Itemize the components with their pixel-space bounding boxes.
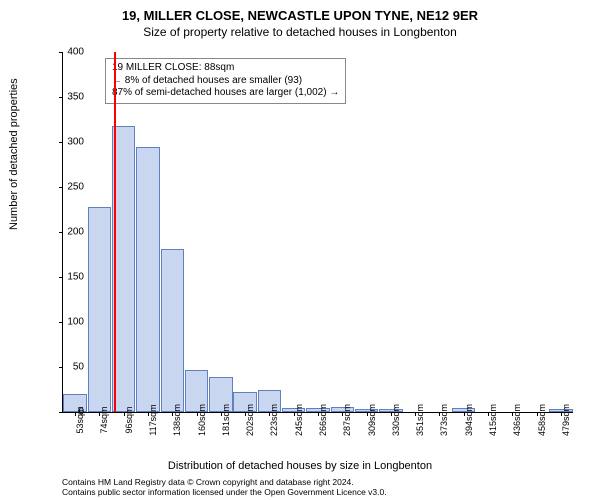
x-tick-label: 373sqm <box>439 404 449 436</box>
x-tick-label: 330sqm <box>391 404 401 436</box>
y-tick-mark <box>59 187 63 188</box>
annotation-line-1: 19 MILLER CLOSE: 88sqm <box>112 62 339 75</box>
y-tick-mark <box>59 367 63 368</box>
x-tick-label: 415sqm <box>488 404 498 436</box>
x-tick-label: 74sqm <box>99 406 109 433</box>
y-tick-label: 100 <box>67 317 84 328</box>
y-tick-mark <box>59 142 63 143</box>
x-tick-label: 309sqm <box>367 404 377 436</box>
x-tick-label: 351sqm <box>415 404 425 436</box>
x-tick-label: 479sqm <box>561 404 571 436</box>
property-marker-line <box>114 52 116 412</box>
y-tick-label: 150 <box>67 272 84 283</box>
x-tick-label: 458sqm <box>537 404 547 436</box>
histogram-bar <box>136 147 159 412</box>
x-tick-label: 245sqm <box>294 404 304 436</box>
chart-title-main: 19, MILLER CLOSE, NEWCASTLE UPON TYNE, N… <box>0 0 600 23</box>
x-tick-label: 287sqm <box>342 404 352 436</box>
y-tick-label: 350 <box>67 92 84 103</box>
y-tick-label: 50 <box>73 362 84 373</box>
attribution-text: Contains HM Land Registry data © Crown c… <box>62 478 387 498</box>
x-tick-label: 96sqm <box>124 406 134 433</box>
attribution-line-2: Contains public sector information licen… <box>62 488 387 498</box>
histogram-bar <box>88 207 111 412</box>
y-axis-label: Number of detached properties <box>8 78 20 230</box>
x-tick-label: 436sqm <box>512 404 522 436</box>
property-annotation-box: 19 MILLER CLOSE: 88sqm ← 8% of detached … <box>105 58 346 104</box>
chart-title-sub: Size of property relative to detached ho… <box>0 23 600 39</box>
x-tick-label: 117sqm <box>148 404 158 435</box>
x-tick-label: 266sqm <box>318 404 328 436</box>
y-tick-label: 0 <box>78 407 84 418</box>
y-tick-label: 300 <box>67 137 84 148</box>
chart-plot-area: 19 MILLER CLOSE: 88sqm ← 8% of detached … <box>62 52 573 413</box>
y-tick-label: 400 <box>67 47 84 58</box>
x-tick-label: 181sqm <box>221 404 231 436</box>
annotation-line-3: 87% of semi-detached houses are larger (… <box>112 87 339 100</box>
x-axis-label: Distribution of detached houses by size … <box>0 460 600 472</box>
x-tick-label: 202sqm <box>245 404 255 436</box>
y-tick-mark <box>59 322 63 323</box>
annotation-line-2: ← 8% of detached houses are smaller (93) <box>112 75 339 88</box>
y-tick-mark <box>59 412 63 413</box>
x-tick-label: 138sqm <box>172 404 182 436</box>
y-tick-mark <box>59 97 63 98</box>
y-tick-mark <box>59 232 63 233</box>
y-tick-mark <box>59 52 63 53</box>
x-tick-label: 223sqm <box>269 404 279 436</box>
x-tick-label: 394sqm <box>464 404 474 436</box>
y-tick-label: 250 <box>67 182 84 193</box>
histogram-bar <box>161 249 184 412</box>
y-tick-label: 200 <box>67 227 84 238</box>
y-tick-mark <box>59 277 63 278</box>
x-tick-label: 160sqm <box>197 404 207 436</box>
